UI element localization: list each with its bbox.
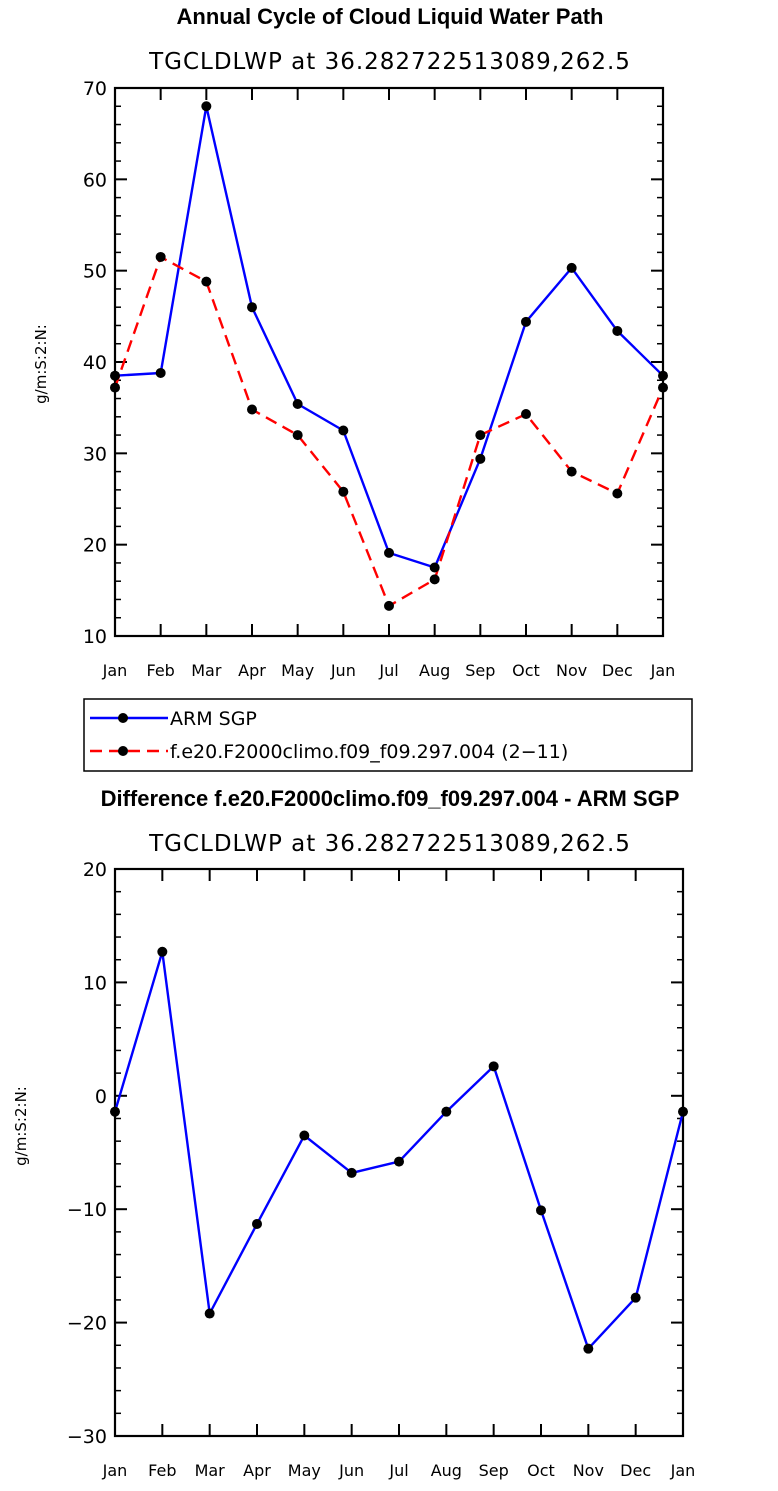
- top-chart-subtitle: TGCLDLWP at 36.282722513089,262.5: [148, 49, 631, 75]
- legend-marker-arm-sgp: [118, 713, 128, 723]
- bottom-x-tick-label: Oct: [527, 1461, 555, 1480]
- bottom-series-0-point: [583, 1343, 594, 1354]
- bottom-series-0-point: [110, 1106, 120, 1117]
- top-series-0-point: [338, 425, 349, 436]
- bottom-series-0-point: [299, 1130, 310, 1141]
- top-x-tick-label: Sep: [465, 661, 495, 680]
- bottom-x-tick-label: Mar: [195, 1461, 226, 1480]
- top-series-0-point: [247, 302, 257, 313]
- bottom-chart-title: Difference f.e20.F2000climo.f09_f09.297.…: [101, 786, 680, 811]
- top-series-1-point: [384, 600, 394, 611]
- bottom-y-tick-label: 20: [83, 859, 107, 881]
- bottom-y-tick-label: −30: [67, 1426, 107, 1448]
- bottom-x-tick-label: Feb: [148, 1461, 176, 1480]
- bottom-series-0-point: [678, 1106, 688, 1117]
- bottom-y-tick-label: 10: [83, 972, 107, 994]
- legend-label-arm-sgp: ARM SGP: [170, 708, 257, 730]
- top-series-0-point: [201, 101, 212, 112]
- top-series-0-point: [521, 316, 531, 327]
- bottom-x-tick-label: Jul: [388, 1461, 408, 1480]
- legend: ARM SGP f.e20.F2000climo.f09_f09.297.004…: [83, 698, 693, 772]
- top-x-tick-label: Mar: [191, 661, 222, 680]
- bottom-x-tick-label: May: [288, 1461, 321, 1480]
- bottom-plot-area: −30 −20 −10 0 10 20 Jan Feb Mar Apr May Jun Jul Aug Se…: [67, 859, 695, 1480]
- difference-panel: Difference f.e20.F2000climo.f09_f09.297.…: [12, 786, 695, 1480]
- bottom-y-tick-label: −20: [67, 1313, 107, 1335]
- bottom-x-tick-label: Aug: [431, 1461, 462, 1480]
- bottom-y-axis-label: g/m:S:2:N:: [12, 1086, 30, 1166]
- bottom-x-tick-label: Dec: [620, 1461, 651, 1480]
- top-series-0-point: [566, 262, 577, 273]
- top-series-0-point: [110, 370, 120, 381]
- top-series-0-point: [384, 547, 394, 558]
- top-x-tick-label: Apr: [238, 661, 266, 680]
- bottom-plot-frame: [113, 867, 685, 1438]
- top-series-1-point: [338, 486, 349, 497]
- top-series-0-point: [155, 367, 166, 378]
- top-y-tick-label: 40: [83, 352, 107, 374]
- top-x-tick-label: Feb: [147, 661, 175, 680]
- bottom-series-0-point: [536, 1205, 546, 1216]
- bottom-series-0-point: [157, 946, 168, 957]
- top-series-1-point: [612, 488, 623, 499]
- top-series-1-point: [475, 430, 486, 441]
- top-y-tick-label: 60: [83, 169, 107, 191]
- top-series-0-point: [429, 562, 440, 573]
- legend-box: [83, 698, 693, 772]
- bottom-y-tick-label: −10: [67, 1199, 107, 1221]
- top-x-tick-label: Dec: [602, 661, 633, 680]
- bottom-series-0-point: [204, 1308, 215, 1319]
- top-series-1-point: [566, 466, 577, 477]
- top-series-0-point: [612, 325, 623, 336]
- top-y-tick-label: 10: [83, 626, 107, 648]
- top-series-1-point: [110, 382, 120, 393]
- top-y-tick-label: 20: [83, 535, 107, 557]
- top-series-line-0: [114, 105, 664, 569]
- top-chart-title: Annual Cycle of Cloud Liquid Water Path: [177, 4, 604, 29]
- bottom-y-tick-label: 0: [95, 1086, 107, 1108]
- bottom-x-tick-label: Jun: [338, 1461, 364, 1480]
- top-series-0-point: [292, 399, 303, 410]
- legend-marker-model: [118, 746, 128, 756]
- top-y-axis-label: g/m:S:2:N:: [32, 324, 50, 404]
- top-x-tick-label: Aug: [419, 661, 450, 680]
- top-series-1-point: [155, 251, 166, 262]
- legend-label-model: f.e20.F2000climo.f09_f09.297.004 (2−11): [170, 741, 568, 763]
- bottom-x-tick-label: Jan: [670, 1461, 696, 1480]
- top-series-0-point: [658, 370, 668, 381]
- bottom-series-0-point: [394, 1156, 404, 1167]
- top-series-1-point: [429, 574, 440, 585]
- top-x-tick-label: Jan: [102, 661, 128, 680]
- bottom-series-0-point: [252, 1218, 262, 1229]
- top-x-tick-label: Jul: [378, 661, 398, 680]
- top-x-tick-label: Jan: [650, 661, 676, 680]
- top-series-1-point: [201, 276, 212, 287]
- top-series-0-point: [475, 453, 486, 464]
- bottom-x-tick-label: Sep: [479, 1461, 509, 1480]
- bottom-series-line-0: [113, 950, 685, 1350]
- bottom-chart-subtitle: TGCLDLWP at 36.282722513089,262.5: [148, 831, 631, 857]
- bottom-series-0-point: [488, 1061, 499, 1072]
- top-y-tick-label: 30: [83, 443, 107, 465]
- top-series-1-point: [658, 382, 668, 393]
- top-plot-area: 10 20 30 40 50 60 70 Jan Feb Mar Apr May Jun Jul Aug Se…: [83, 78, 676, 680]
- bottom-x-tick-label: Nov: [573, 1461, 604, 1480]
- top-x-tick-label: Oct: [512, 661, 540, 680]
- bottom-series-0-point: [346, 1167, 357, 1178]
- top-series-1-point: [292, 430, 303, 441]
- bottom-x-tick-label: Apr: [243, 1461, 271, 1480]
- top-series-1-point: [521, 409, 531, 420]
- top-x-tick-label: Nov: [556, 661, 587, 680]
- bottom-x-tick-label: Jan: [102, 1461, 128, 1480]
- top-y-tick-label: 70: [83, 78, 107, 100]
- top-x-tick-label: May: [281, 661, 314, 680]
- top-x-tick-label: Jun: [330, 661, 356, 680]
- bottom-series-0-point: [630, 1292, 641, 1303]
- top-y-tick-label: 50: [83, 261, 107, 283]
- bottom-series-0-point: [441, 1106, 452, 1117]
- annual-cycle-panel: Annual Cycle of Cloud Liquid Water Path …: [32, 4, 693, 772]
- top-series-1-point: [247, 404, 257, 415]
